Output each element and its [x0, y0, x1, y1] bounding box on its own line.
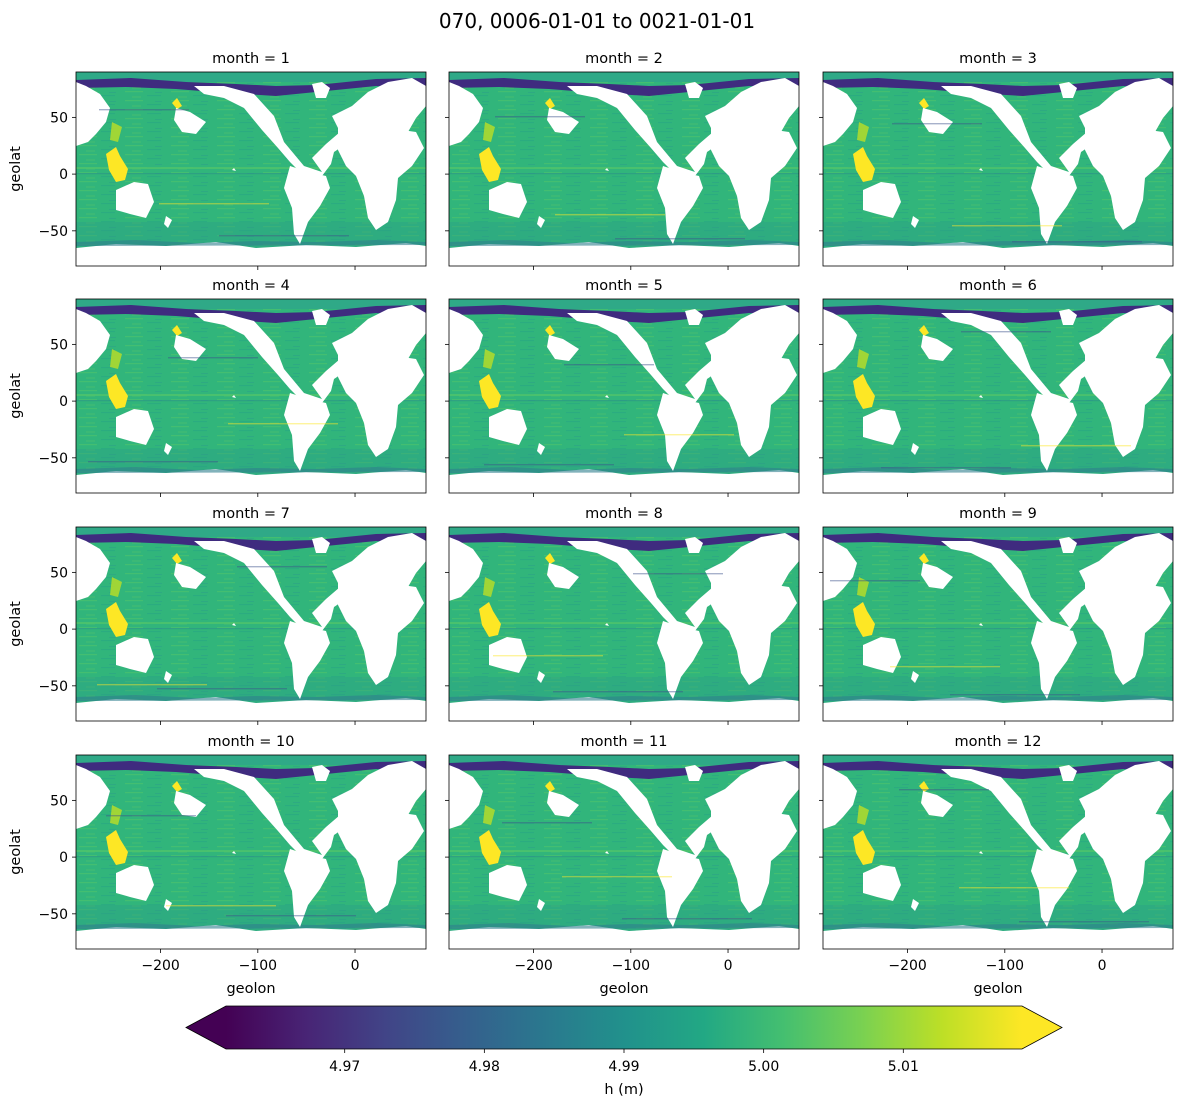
heatmap-field — [449, 527, 799, 721]
heatmap-field — [823, 755, 1173, 949]
colorbar-extend-min — [186, 1006, 226, 1049]
x-tick-label: 0 — [724, 958, 733, 974]
x-tick-label: −200 — [514, 958, 552, 974]
panel-month-7: month = 7 50 0 −50 geolat — [8, 506, 427, 725]
panel-month-4: month = 4 50 0 −50 geolat — [8, 278, 427, 497]
x-tick-label: −100 — [986, 958, 1024, 974]
x-tick-label: −100 — [612, 958, 650, 974]
figure-title: 070, 0006-01-01 to 0021-01-01 — [439, 9, 755, 33]
y-tick-label: 50 — [50, 565, 68, 581]
x-tick-label: −200 — [141, 958, 179, 974]
heatmap-field — [449, 72, 799, 266]
x-axis-label: geolon — [599, 981, 648, 997]
x-axis-label: geolon — [226, 981, 275, 997]
panel-month-5: month = 5 — [445, 278, 800, 497]
y-tick-label: 50 — [50, 793, 68, 809]
colorbar-gradient — [226, 1006, 1022, 1049]
panel-title: month = 5 — [585, 278, 663, 294]
x-axis-label: geolon — [973, 981, 1022, 997]
panel-frame — [75, 754, 427, 950]
heatmap-field — [76, 527, 426, 721]
y-tick-label: −50 — [38, 451, 68, 467]
panel-month-1: month = 1 50 0 −50 geolat — [8, 51, 427, 270]
panel-frame — [822, 71, 1174, 267]
panel-frame — [448, 71, 800, 267]
panel-month-9: month = 9 — [819, 506, 1174, 725]
heatmap-field — [823, 299, 1173, 493]
panel-title: month = 2 — [585, 51, 663, 67]
panel-title: month = 4 — [212, 278, 290, 294]
panel-title: month = 1 — [212, 51, 290, 67]
y-axis-label: geolat — [8, 373, 24, 419]
y-axis-label: geolat — [8, 601, 24, 647]
panel-month-2: month = 2 — [445, 51, 800, 270]
panel-title: month = 11 — [581, 734, 668, 750]
panel-month-6: month = 6 — [819, 278, 1174, 497]
panel-frame — [822, 526, 1174, 722]
panel-frame — [448, 298, 800, 494]
colorbar-extend-max — [1022, 1006, 1062, 1049]
y-tick-label: −50 — [38, 679, 68, 695]
colorbar-label: h (m) — [604, 1082, 643, 1098]
heatmap-field — [823, 527, 1173, 721]
panel-month-12: month = 12 −200 −100 0 geolon — [819, 734, 1174, 997]
colorbar-tick-label: 4.99 — [608, 1059, 639, 1075]
panel-frame — [822, 298, 1174, 494]
panel-frame — [75, 71, 427, 267]
heatmap-field — [823, 72, 1173, 266]
panel-grid: month = 1 50 0 −50 geolat month = 2 month = 3 m… — [8, 51, 1174, 997]
panel-title: month = 8 — [585, 506, 663, 522]
panel-title: month = 7 — [212, 506, 290, 522]
y-tick-label: 0 — [59, 167, 68, 183]
colorbar-tick-label: 4.97 — [329, 1059, 360, 1075]
y-tick-label: −50 — [38, 224, 68, 240]
y-axis-label: geolat — [8, 829, 24, 875]
panel-frame — [75, 298, 427, 494]
panel-month-10: month = 10 50 0 −50 geolat −200 −100 0 geolon — [8, 734, 427, 997]
panel-title: month = 9 — [959, 506, 1037, 522]
y-tick-label: 0 — [59, 622, 68, 638]
x-tick-label: 0 — [1098, 958, 1107, 974]
y-tick-label: 0 — [59, 850, 68, 866]
panel-month-11: month = 11 −200 −100 0 geolon — [445, 734, 800, 997]
y-tick-label: 50 — [50, 110, 68, 126]
colorbar-tick-label: 5.00 — [748, 1059, 779, 1075]
y-tick-label: 50 — [50, 337, 68, 353]
colorbar-tick-label: 5.01 — [888, 1059, 919, 1075]
x-tick-label: −100 — [239, 958, 277, 974]
panel-frame — [822, 754, 1174, 950]
heatmap-field — [76, 299, 426, 493]
panel-frame — [75, 526, 427, 722]
x-tick-label: 0 — [351, 958, 360, 974]
colorbar-outline — [185, 1005, 1063, 1050]
panel-month-8: month = 8 — [445, 506, 800, 725]
panel-title: month = 3 — [959, 51, 1037, 67]
y-tick-label: −50 — [38, 907, 68, 923]
heatmap-field — [449, 299, 799, 493]
panel-frame — [448, 526, 800, 722]
x-tick-label: −200 — [888, 958, 926, 974]
panel-title: month = 10 — [208, 734, 295, 750]
panel-month-3: month = 3 — [819, 51, 1174, 270]
colorbar: 4.97 4.98 4.99 5.00 5.01 h (m) — [185, 1005, 1063, 1098]
heatmap-field — [449, 755, 799, 949]
panel-title: month = 12 — [955, 734, 1042, 750]
heatmap-field — [76, 755, 426, 949]
y-tick-label: 0 — [59, 394, 68, 410]
heatmap-field — [76, 72, 426, 266]
y-axis-label: geolat — [8, 146, 24, 192]
colorbar-tick-label: 4.98 — [469, 1059, 500, 1075]
panel-title: month = 6 — [959, 278, 1037, 294]
panel-frame — [448, 754, 800, 950]
